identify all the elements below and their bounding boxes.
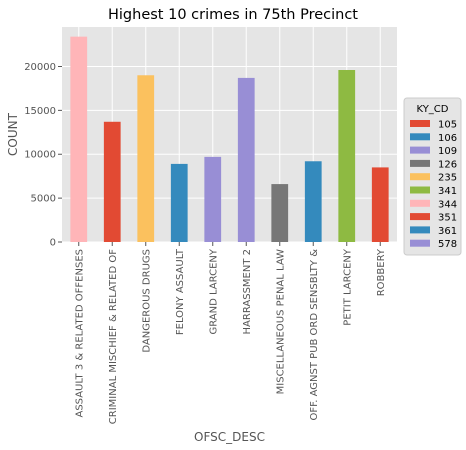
- y-axis-ticks: 0 5000 10000 15000 20000: [24, 62, 62, 249]
- legend-label: 105: [438, 120, 457, 131]
- bar: [237, 77, 255, 243]
- legend-title: KY_CD: [417, 104, 449, 115]
- y-tick-label: 10000: [24, 150, 56, 161]
- x-tick-label: OFF. AGNST PUB ORD SENSBLTY &: [309, 249, 320, 421]
- legend-swatch: [410, 146, 430, 154]
- x-tick-label: GRAND LARCENY: [208, 248, 219, 334]
- x-axis-label: OFSC_DESC: [194, 430, 265, 444]
- legend-label: 344: [438, 199, 457, 210]
- bar: [304, 161, 322, 242]
- bar: [271, 184, 289, 242]
- legend-label: 361: [438, 226, 457, 237]
- legend-label: 109: [438, 146, 457, 157]
- bar: [170, 163, 188, 242]
- legend-swatch: [410, 186, 430, 194]
- y-axis-label: COUNT: [6, 112, 20, 156]
- chart-title: Highest 10 crimes in 75th Precinct: [108, 7, 358, 23]
- legend-swatch: [410, 133, 430, 141]
- bar: [137, 75, 155, 242]
- x-tick-label: PETIT LARCENY: [342, 248, 353, 326]
- legend-label: 126: [438, 159, 457, 170]
- legend-label: 235: [438, 173, 457, 184]
- x-axis-ticks: ASSAULT 3 & RELATED OFFENSES CRIMINAL MIS…: [74, 242, 387, 424]
- bar: [204, 156, 222, 242]
- y-tick-label: 20000: [24, 62, 56, 73]
- legend-label: 341: [438, 186, 457, 197]
- bar: [103, 121, 121, 242]
- bar: [338, 70, 356, 242]
- legend-label: 351: [438, 213, 457, 224]
- legend-swatch: [410, 159, 430, 167]
- legend-swatch: [410, 120, 430, 127]
- legend: KY_CD 105 106 109 126 235 341 344 351 361 578: [403, 97, 462, 256]
- x-tick-label: MISCELLANEOUS PENAL LAW: [275, 249, 286, 394]
- bar: [371, 167, 389, 242]
- x-tick-label: ASSAULT 3 & RELATED OFFENSES: [74, 249, 85, 418]
- legend-swatch: [410, 226, 430, 234]
- bars: [70, 36, 389, 243]
- legend-swatch: [410, 239, 430, 247]
- y-tick-label: 15000: [24, 106, 56, 117]
- legend-swatch: [410, 213, 430, 221]
- legend-items: 105 106 109 126 235 341 344 351 361 578: [410, 120, 457, 250]
- legend-swatch: [410, 173, 430, 181]
- legend-swatch: [410, 199, 430, 207]
- x-tick-label: DANGEROUS DRUGS: [141, 249, 152, 353]
- x-tick-label: FELONY ASSAULT: [175, 248, 186, 335]
- x-tick-label: CRIMINAL MISCHIEF & RELATED OF: [108, 249, 119, 424]
- bar: [70, 36, 88, 242]
- x-tick-label: HARRASSMENT 2: [242, 249, 253, 334]
- y-tick-label: 0: [50, 238, 56, 249]
- y-tick-label: 5000: [31, 194, 56, 205]
- legend-label: 106: [438, 133, 457, 144]
- x-tick-label: ROBBERY: [376, 248, 387, 296]
- legend-label: 578: [438, 239, 457, 250]
